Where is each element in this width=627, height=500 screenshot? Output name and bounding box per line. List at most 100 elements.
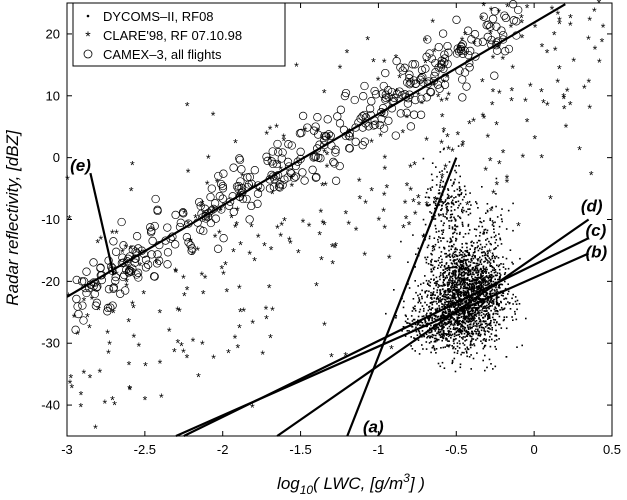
dot-point [509, 308, 512, 310]
dot-point [484, 305, 487, 308]
dot-point [422, 157, 425, 160]
dot-point [445, 204, 447, 206]
dot-point [452, 203, 455, 206]
circle-point [351, 137, 360, 146]
dot-point [450, 320, 453, 322]
dot-point [432, 346, 435, 348]
dot-point [496, 300, 498, 302]
dot-point [490, 270, 493, 273]
dot-point [419, 293, 421, 295]
dot-point [475, 281, 478, 284]
dot-point [449, 275, 452, 278]
dot-point [415, 326, 417, 329]
dot-point [453, 270, 456, 272]
dot-point [477, 328, 479, 331]
dot-point [419, 324, 421, 327]
dot-point [459, 297, 461, 300]
dot-point [450, 196, 452, 198]
dot-point [470, 289, 473, 292]
dot-point [432, 291, 435, 293]
dot-point [436, 281, 438, 283]
circle-point [490, 71, 499, 80]
dot-point [457, 334, 459, 336]
dot-point [457, 314, 459, 316]
dot-point [448, 306, 451, 309]
circle-point [280, 175, 289, 184]
dot-point [456, 318, 459, 321]
circle-point [308, 165, 317, 174]
dot-point [480, 329, 483, 332]
dot-point [502, 291, 504, 294]
dot-point [465, 350, 468, 352]
dot-point [437, 192, 440, 195]
dot-point [426, 325, 428, 328]
asterisk-point: * [131, 301, 136, 315]
dot-point [452, 340, 455, 342]
dot-point [493, 298, 495, 301]
dot-point [485, 239, 487, 241]
dot-point [470, 301, 473, 304]
dot-point [433, 334, 435, 337]
dot-point [442, 215, 445, 217]
dot-point [499, 323, 501, 326]
dot-point [452, 273, 454, 275]
circle-point [179, 209, 188, 218]
asterisk-point: * [240, 170, 245, 184]
dot-point [477, 330, 479, 332]
dot-point [435, 166, 437, 168]
asterisk-point: * [548, 192, 553, 206]
dot-point [477, 304, 480, 307]
dot-point [462, 236, 465, 238]
dot-point [455, 289, 457, 292]
dot-point [482, 251, 484, 254]
legend: DYCOMS–II, RF08 * CLARE'98, RF 07.10.98 … [72, 2, 286, 67]
dot-point [416, 324, 419, 326]
dot-point [473, 291, 475, 293]
dot-point [437, 264, 440, 267]
dot-point [448, 279, 450, 281]
dot-point [453, 251, 456, 253]
dot-point [449, 253, 451, 256]
dot-point [431, 303, 434, 306]
dot-point [419, 321, 422, 323]
asterisk-point: * [141, 288, 146, 302]
dot-point [456, 342, 459, 344]
dot-point [441, 312, 444, 315]
dot-point [460, 326, 462, 328]
asterisk-point: * [568, 12, 573, 26]
asterisk-point: * [217, 227, 222, 241]
dot-point [409, 322, 411, 325]
dot-point [460, 316, 463, 318]
dot-point [438, 333, 441, 336]
dot-point [449, 259, 452, 261]
dot-point [456, 277, 459, 279]
asterisk-point: * [270, 304, 275, 318]
dot-point [460, 285, 462, 288]
asterisk-point: * [430, 16, 435, 30]
dot-point [414, 323, 417, 326]
dot-point [467, 232, 470, 235]
circle-point [111, 247, 121, 256]
dot-point [514, 296, 517, 298]
dot-point [464, 285, 466, 288]
dot-point [472, 312, 474, 314]
dot-point [457, 290, 459, 293]
circle-point [286, 168, 295, 177]
dot-point [449, 281, 451, 283]
dot-point [466, 269, 469, 272]
asterisk-point: * [256, 231, 261, 245]
dot-point [458, 251, 461, 254]
dot-point [441, 261, 443, 263]
circle-point [440, 80, 450, 89]
asterisk-point: * [175, 304, 180, 318]
dot-point [482, 231, 485, 233]
dot-point [500, 283, 502, 286]
dot-point [442, 303, 444, 306]
circle-point [93, 282, 102, 291]
dot-point [429, 331, 432, 334]
dot-point [499, 309, 501, 311]
circle-point [322, 132, 331, 141]
circle-point [500, 11, 509, 20]
dot-point [454, 272, 456, 275]
dot-point [422, 235, 424, 237]
